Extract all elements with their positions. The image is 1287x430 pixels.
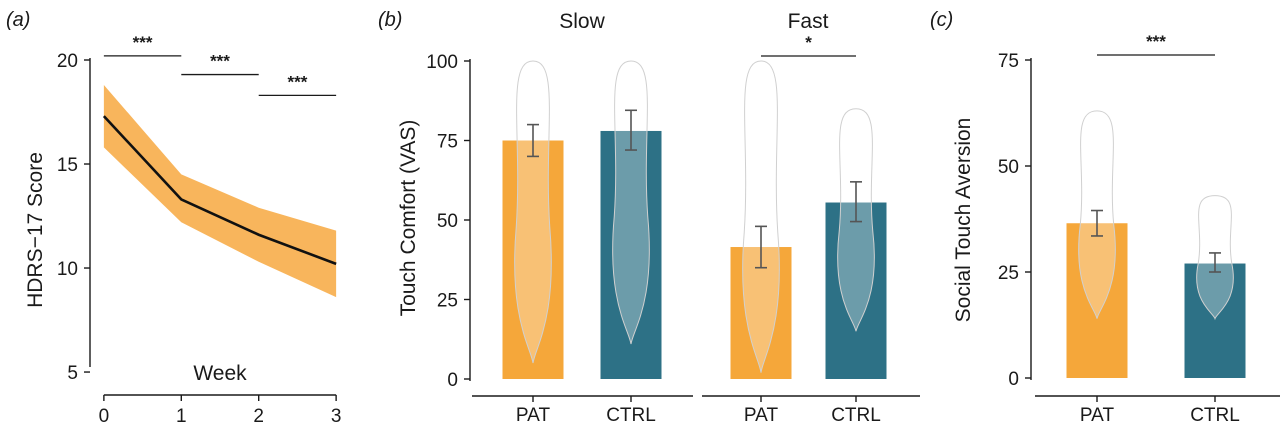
x-tick-label: PAT: [516, 405, 551, 426]
facet-slow: PAT CTRL: [472, 60, 693, 426]
y-tick-label: 20: [57, 51, 78, 72]
pat-violin: [742, 60, 780, 373]
significance-stars: ***: [210, 52, 230, 71]
panel-b: (b) Touch Comfort (VAS) Slow Fast 0 25 50 7…: [378, 9, 920, 426]
x-tick-label: PAT: [744, 405, 779, 426]
x-tick-label: CTRL: [831, 405, 881, 426]
pat-bar: [502, 140, 564, 379]
y-tick-label: 75: [998, 51, 1019, 72]
ctrl-bar: [825, 202, 887, 379]
significance-stars: ***: [133, 33, 153, 52]
hdrs-line: [102, 115, 337, 266]
pat-violin: [514, 60, 552, 364]
y-tick-label: 10: [57, 259, 78, 280]
x-tick-label: 1: [176, 406, 187, 427]
pat-bar: [1066, 223, 1128, 378]
panel-a-y-axis-label: HDRS−17 Score: [24, 152, 47, 308]
significance-stars: *: [805, 33, 812, 52]
panel-b-y-axis-label: Touch Comfort (VAS): [397, 120, 420, 317]
y-tick-label: 5: [67, 363, 78, 384]
panel-c-tag: (c): [930, 9, 953, 31]
panel-c-content: 0 25 50 75 PAT CTRL ***: [998, 32, 1280, 426]
panel-c-y-axis-label: Social Touch Aversion: [952, 118, 975, 323]
panel-a-tag: (a): [6, 9, 30, 31]
y-tick-label: 50: [998, 157, 1019, 178]
panel-a-x-axis-label: Week: [193, 362, 247, 385]
panel-a-significance: *** *** ***: [103, 33, 337, 97]
y-tick-label: 0: [1008, 369, 1019, 390]
facet-fast: PAT CTRL *: [702, 33, 920, 426]
x-tick-label: 2: [253, 406, 264, 427]
pat-bar: [730, 247, 792, 379]
confidence-band-area: [103, 84, 337, 298]
x-tick-label: CTRL: [1190, 405, 1240, 426]
x-tick-label: PAT: [1080, 405, 1115, 426]
significance-stars: ***: [287, 72, 307, 91]
x-tick-label: 0: [99, 406, 110, 427]
ctrl-bar: [1184, 263, 1246, 378]
x-tick-label: 3: [331, 406, 342, 427]
y-tick-label: 15: [57, 155, 78, 176]
x-tick-label: CTRL: [606, 405, 656, 426]
panel-b-content: 0 25 50 75 100 PAT CTRL PAT CTRL *: [426, 33, 920, 426]
y-tick-label: 50: [437, 211, 458, 232]
y-tick-label: 25: [998, 263, 1019, 284]
y-tick-label: 100: [426, 52, 458, 73]
panel-a-axes: 5 10 15 20 0 1 2 3: [57, 51, 342, 427]
panel-c: (c) Social Touch Aversion 0 25 50 75 PAT CTRL…: [930, 9, 1280, 426]
significance-stars: ***: [1146, 32, 1166, 51]
ctrl-violin: [612, 60, 650, 345]
panel-b-tag: (b): [378, 9, 402, 31]
y-tick-label: 75: [437, 132, 458, 153]
hdrs-mean-line: [102, 115, 337, 266]
facet-title-fast: Fast: [788, 10, 829, 33]
y-tick-label: 0: [447, 370, 458, 391]
y-tick-label: 25: [437, 291, 458, 312]
facet-title-slow: Slow: [559, 10, 605, 33]
ctrl-bar: [600, 130, 662, 379]
confidence-band: [103, 84, 337, 298]
